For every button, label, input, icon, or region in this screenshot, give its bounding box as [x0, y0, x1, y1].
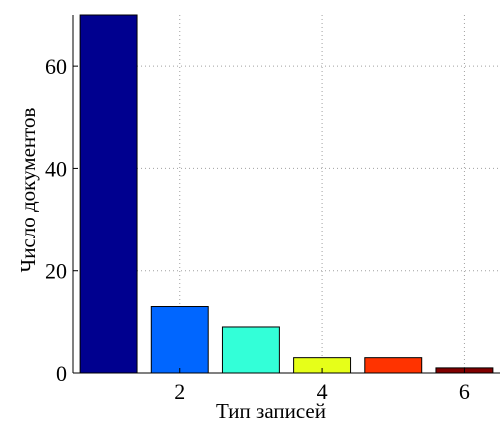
x-axis-ticks: 2 4 6: [174, 368, 470, 404]
x-tick-label: 6: [459, 379, 470, 404]
bar: [79, 14, 138, 374]
x-axis-label: Тип записей: [216, 399, 326, 423]
y-tick-label: 0: [56, 361, 67, 386]
bar: [364, 357, 423, 374]
y-axis-label: Число документов: [16, 107, 40, 272]
bar: [221, 326, 280, 374]
y-tick-label: 20: [45, 259, 67, 284]
x-tick-label: 2: [174, 379, 185, 404]
y-axis-ticks: 0 20 40 60: [45, 54, 78, 386]
y-tick-label: 40: [45, 156, 67, 181]
x-tick-label: 4: [317, 379, 328, 404]
bars: [79, 14, 494, 374]
y-tick-label: 60: [45, 54, 67, 79]
plot-frame: [72, 15, 500, 374]
bar: [150, 306, 209, 374]
